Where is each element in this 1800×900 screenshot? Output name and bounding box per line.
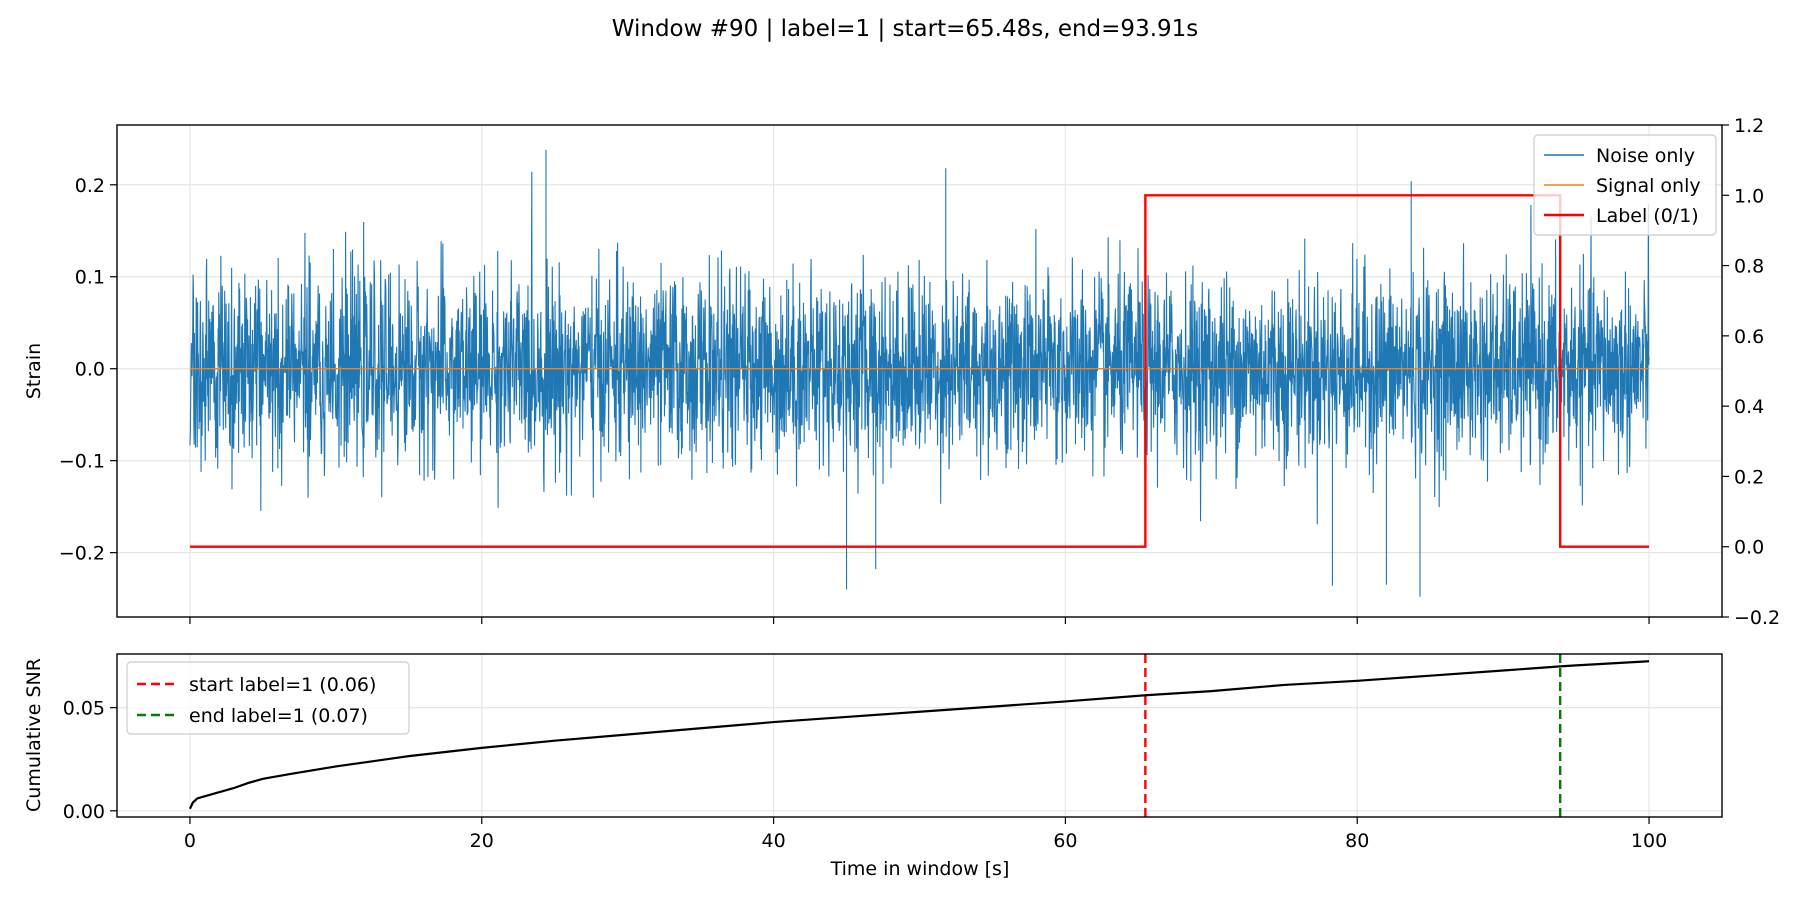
label-y-tick-label: 1.0 bbox=[1734, 185, 1764, 207]
strain-y-tick-label: −0.2 bbox=[59, 543, 105, 565]
strain-series-group bbox=[189, 149, 1650, 597]
strain-legend-box bbox=[1533, 134, 1717, 236]
snr-axes-frame bbox=[116, 653, 1723, 818]
label-y-tick-label: 1.2 bbox=[1734, 115, 1764, 137]
x-axis-label: Time in window [s] bbox=[830, 858, 1010, 880]
strain-ticks: −0.2 −0.1 0.0 0.1 0.2 −0.2 0.0 0.2 0.4 0.6 0.8 1.0 1… bbox=[59, 115, 1780, 629]
strain-legend: Noise only Signal only Label (0/1) bbox=[1533, 134, 1717, 236]
strain-y-tick-label: 0.2 bbox=[75, 175, 105, 197]
label-y-tick-label: 0.0 bbox=[1734, 537, 1764, 559]
strain-y-axis-label: Strain bbox=[23, 343, 45, 399]
label-y-tick-label: 0.2 bbox=[1734, 466, 1764, 488]
snr-series-group bbox=[188, 654, 1650, 817]
strain-y-tick-label: 0.0 bbox=[75, 359, 105, 381]
noise-only-line bbox=[189, 149, 1650, 597]
strain-legend-label: Noise only bbox=[1596, 145, 1695, 167]
snr-y-tick-label: 0.05 bbox=[63, 698, 105, 720]
figure-title: Window #90 | label=1 | start=65.48s, end… bbox=[612, 16, 1199, 42]
strain-y-tick-label: −0.1 bbox=[59, 451, 105, 473]
label-y-tick-label: 0.6 bbox=[1734, 326, 1764, 348]
label-y-tick-label: −0.2 bbox=[1734, 607, 1780, 629]
label-y-tick-label: 0.8 bbox=[1734, 256, 1764, 278]
strain-y-tick-label: 0.1 bbox=[75, 267, 105, 289]
x-tick-label: 60 bbox=[1053, 830, 1077, 852]
snr-panel: 0 20 40 60 80 100 0.00 0.05 Cumulative SNR Time… bbox=[23, 653, 1723, 880]
strain-axes-frame bbox=[116, 124, 1723, 618]
snr-y-axis-label: Cumulative SNR bbox=[23, 658, 45, 812]
label-step-line bbox=[189, 194, 1650, 548]
label-y-tick-label: 0.4 bbox=[1734, 396, 1764, 418]
x-tick-label: 80 bbox=[1345, 830, 1369, 852]
x-tick-label: 0 bbox=[184, 830, 196, 852]
snr-legend-label: end label=1 (0.07) bbox=[189, 705, 368, 727]
snr-legend-label: start label=1 (0.06) bbox=[189, 674, 376, 696]
strain-panel: −0.2 −0.1 0.0 0.1 0.2 −0.2 0.0 0.2 0.4 0.6 0.8 1.0 1… bbox=[23, 115, 1780, 629]
strain-legend-label: Signal only bbox=[1596, 175, 1701, 197]
x-tick-label: 40 bbox=[761, 830, 785, 852]
snr-y-tick-label: 0.00 bbox=[63, 801, 105, 823]
x-tick-label: 20 bbox=[470, 830, 494, 852]
snr-legend-box bbox=[126, 661, 410, 735]
snr-legend: start label=1 (0.06) end label=1 (0.07) bbox=[126, 661, 410, 735]
cumulative-snr-line bbox=[188, 660, 1650, 810]
x-tick-label: 100 bbox=[1631, 830, 1667, 852]
strain-legend-label: Label (0/1) bbox=[1596, 205, 1699, 227]
snr-ticks: 0 20 40 60 80 100 0.00 0.05 bbox=[63, 698, 1667, 852]
